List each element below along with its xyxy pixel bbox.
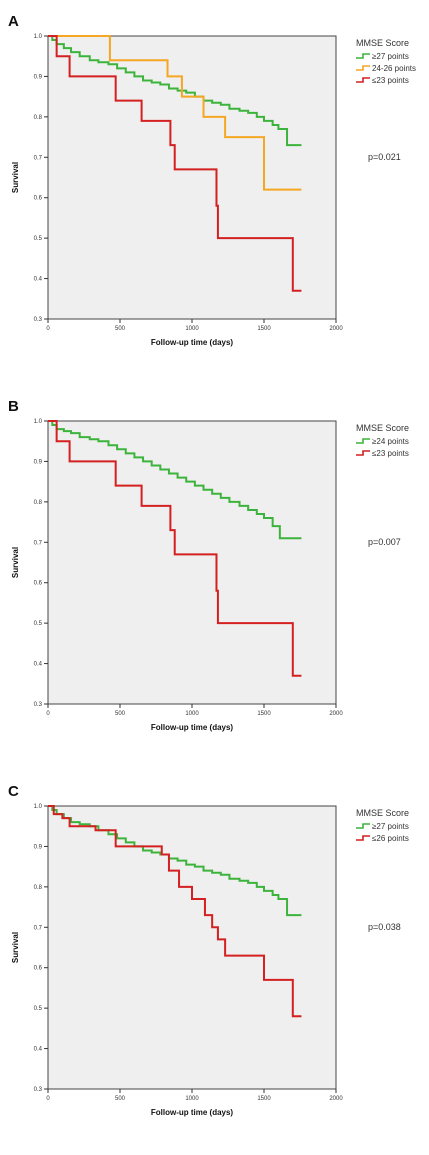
legend-swatch: [356, 77, 370, 83]
y-tick-label: 0.7: [34, 155, 43, 161]
x-axis-title: Follow-up time (days): [151, 338, 234, 347]
y-tick-label: 1.0: [34, 804, 43, 810]
x-tick-label: 0: [46, 711, 50, 717]
legend-swatch: [356, 823, 370, 829]
y-tick-label: 0.9: [34, 844, 43, 850]
legend-title: MMSE Score: [356, 808, 409, 818]
survival-panel-a: A 0.3 0.4 0.5 0.6 0.7 0.8 0.9 1.0 0 500 1000 1500 200…: [0, 0, 429, 385]
p-value: p=0.007: [368, 537, 401, 547]
x-tick-label: 2000: [329, 711, 343, 717]
x-tick-label: 500: [115, 711, 126, 717]
y-axis-title: Survival: [11, 932, 20, 963]
y-tick-label: 0.3: [34, 317, 43, 323]
y-tick-label: 0.5: [34, 236, 43, 242]
y-tick-label: 0.9: [34, 74, 43, 80]
x-tick-label: 1500: [257, 326, 271, 332]
y-tick-label: 0.6: [34, 966, 43, 972]
y-tick-label: 0.6: [34, 581, 43, 587]
km-chart-c: C 0.3 0.4 0.5 0.6 0.7 0.8 0.9 1.0 0 500 1000 1500 200…: [8, 783, 409, 1117]
y-tick-label: 0.6: [34, 196, 43, 202]
y-tick-label: 0.8: [34, 885, 43, 891]
y-tick-label: 0.5: [34, 1006, 43, 1012]
legend-entry: ≤26 points: [372, 834, 409, 843]
x-tick-label: 1500: [257, 711, 271, 717]
x-tick-label: 2000: [329, 1096, 343, 1102]
x-tick-label: 1000: [185, 1096, 199, 1102]
survival-curve-2: [48, 35, 302, 191]
x-axis-title: Follow-up time (days): [151, 1108, 234, 1117]
p-value: p=0.021: [368, 152, 401, 162]
x-tick-label: 1500: [257, 1096, 271, 1102]
legend-entry: ≤23 points: [372, 449, 409, 458]
y-tick-label: 1.0: [34, 419, 43, 425]
legend-entry: ≥27 points: [372, 52, 409, 61]
x-tick-label: 500: [115, 326, 126, 332]
survival-panel-b: B 0.3 0.4 0.5 0.6 0.7 0.8 0.9 1.0 0 500 1000 1500 200…: [0, 385, 429, 770]
panel-label: C: [8, 783, 19, 800]
y-tick-label: 0.3: [34, 702, 43, 708]
y-axis-title: Survival: [11, 547, 20, 578]
legend-swatch: [356, 65, 370, 71]
survival-panel-c: C 0.3 0.4 0.5 0.6 0.7 0.8 0.9 1.0 0 500 1000 1500 200…: [0, 770, 429, 1155]
x-axis-title: Follow-up time (days): [151, 723, 234, 732]
plot-area: [47, 35, 337, 320]
survival-curve-1: [48, 420, 302, 540]
p-value: p=0.038: [368, 922, 401, 932]
km-chart-a: A 0.3 0.4 0.5 0.6 0.7 0.8 0.9 1.0 0 500 1000 1500 200…: [8, 13, 416, 347]
legend-swatch: [356, 450, 370, 456]
legend-entry: ≤23 points: [372, 76, 409, 85]
x-tick-label: 2000: [329, 326, 343, 332]
x-tick-label: 1000: [185, 711, 199, 717]
y-tick-label: 0.8: [34, 500, 43, 506]
y-tick-label: 0.9: [34, 459, 43, 465]
panel-label: B: [8, 398, 19, 415]
y-tick-label: 0.8: [34, 115, 43, 121]
x-tick-label: 0: [46, 326, 50, 332]
km-chart-b: B 0.3 0.4 0.5 0.6 0.7 0.8 0.9 1.0 0 500 1000 1500 200…: [8, 398, 409, 732]
survival-curve-3: [48, 35, 302, 292]
legend-entry: ≥27 points: [372, 822, 409, 831]
legend-swatch: [356, 835, 370, 841]
survival-curve-2: [48, 805, 302, 1018]
y-tick-label: 0.4: [34, 277, 43, 283]
legend-swatch: [356, 53, 370, 59]
y-tick-label: 0.7: [34, 925, 43, 931]
y-tick-label: 1.0: [34, 34, 43, 40]
survival-curve-1: [48, 35, 302, 147]
x-tick-label: 0: [46, 1096, 50, 1102]
legend-entry: 24-26 points: [372, 64, 416, 73]
y-tick-label: 0.4: [34, 1047, 43, 1053]
plot-area: [47, 805, 337, 1090]
y-axis-title: Survival: [11, 162, 20, 193]
y-tick-label: 0.7: [34, 540, 43, 546]
legend-title: MMSE Score: [356, 423, 409, 433]
legend-title: MMSE Score: [356, 38, 409, 48]
survival-curve-2: [48, 420, 302, 677]
panel-label: A: [8, 13, 19, 30]
x-tick-label: 500: [115, 1096, 126, 1102]
legend-swatch: [356, 438, 370, 444]
y-tick-label: 0.3: [34, 1087, 43, 1093]
legend-entry: ≥24 points: [372, 437, 409, 446]
y-tick-label: 0.4: [34, 662, 43, 668]
x-tick-label: 1000: [185, 326, 199, 332]
y-tick-label: 0.5: [34, 621, 43, 627]
